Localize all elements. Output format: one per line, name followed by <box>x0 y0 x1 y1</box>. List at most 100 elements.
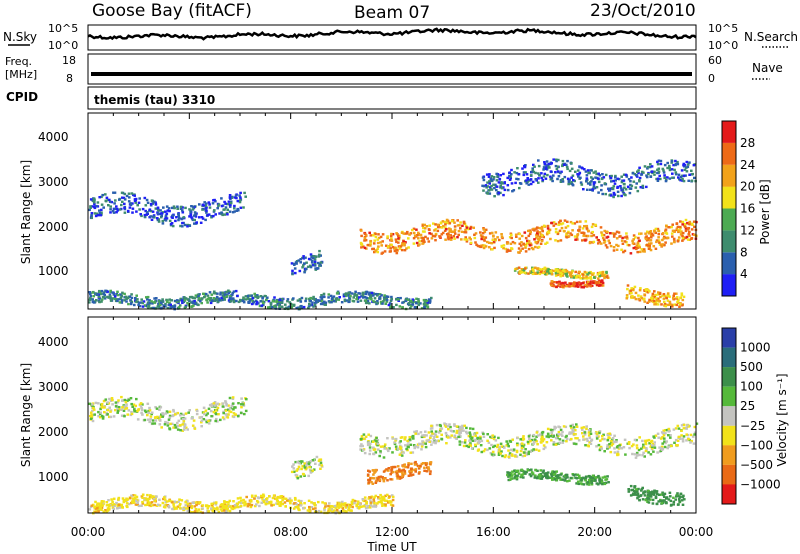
heatmap-cell <box>675 292 678 295</box>
heatmap-cell <box>283 501 287 504</box>
heatmap-cell <box>236 207 239 211</box>
heatmap-cell <box>98 196 101 199</box>
heatmap-cell <box>93 212 97 215</box>
heatmap-cell <box>133 199 137 203</box>
heatmap-cell <box>236 199 240 203</box>
heatmap-cell <box>588 474 591 478</box>
heatmap-cell <box>601 236 605 240</box>
heatmap-cell <box>165 212 169 215</box>
heatmap-cell <box>467 445 470 449</box>
heatmap-cell <box>168 427 171 430</box>
heatmap-cell <box>245 398 248 401</box>
heatmap-cell <box>428 224 431 227</box>
heatmap-cell <box>650 165 654 168</box>
heatmap-cell <box>436 223 440 226</box>
heatmap-cell <box>598 431 601 435</box>
heatmap-cell <box>545 476 548 479</box>
heatmap-cell <box>217 297 221 300</box>
heatmap-cell <box>314 462 317 465</box>
heatmap-cell <box>174 219 177 223</box>
heatmap-cell <box>197 295 200 298</box>
heatmap-cell <box>422 226 425 230</box>
heatmap-cell <box>421 440 424 443</box>
heatmap-cell <box>378 297 381 300</box>
heatmap-cell <box>307 257 311 261</box>
heatmap-cell <box>266 296 269 299</box>
heatmap-cell <box>601 173 604 176</box>
heatmap-cell <box>609 176 613 180</box>
heatmap-cell <box>635 446 639 450</box>
heatmap-cell <box>391 495 395 499</box>
freq-label-line2: [MHz] <box>5 68 37 81</box>
heatmap-cell <box>493 444 496 448</box>
heatmap-cell <box>532 442 535 446</box>
heatmap-cell <box>91 406 95 410</box>
heatmap-cell <box>597 474 600 478</box>
heatmap-cell <box>132 494 135 497</box>
heatmap-cell <box>294 460 297 464</box>
heatmap-cell <box>606 445 609 449</box>
heatmap-cell <box>351 498 355 502</box>
heatmap-cell <box>662 429 665 432</box>
heatmap-cell <box>259 300 263 303</box>
heatmap-cell <box>363 296 367 299</box>
heatmap-cell <box>389 473 392 476</box>
heatmap-cell <box>376 444 379 447</box>
heatmap-cell <box>389 234 393 238</box>
heatmap-cell <box>558 280 561 283</box>
heatmap-cell <box>533 238 536 241</box>
heatmap-cell <box>420 239 424 243</box>
heatmap-cell <box>201 504 205 507</box>
heatmap-cell <box>434 430 438 433</box>
heatmap-cell <box>450 430 454 433</box>
heatmap-cell <box>438 429 442 433</box>
heatmap-cell <box>88 208 91 212</box>
heatmap-cell <box>682 179 686 183</box>
heatmap-cell <box>311 469 314 472</box>
heatmap-cell <box>409 299 413 303</box>
heatmap-cell <box>608 432 612 435</box>
heatmap-cell <box>544 177 548 180</box>
heatmap-cell <box>649 234 653 238</box>
heatmap-cell <box>606 475 609 478</box>
heatmap-cell <box>670 160 674 163</box>
heatmap-cell <box>430 443 433 446</box>
heatmap-cell <box>238 200 242 204</box>
heatmap-cell <box>364 239 368 242</box>
heatmap-cell <box>267 300 271 303</box>
heatmap-cell <box>652 435 655 438</box>
heatmap-cell <box>623 249 627 253</box>
heatmap-cell <box>280 299 284 303</box>
heatmap-cell <box>537 473 541 477</box>
heatmap-cell <box>149 502 152 505</box>
heatmap-cell <box>261 300 265 303</box>
heatmap-cell <box>359 448 362 451</box>
heatmap-cell <box>400 454 404 457</box>
heatmap-cell <box>136 501 139 504</box>
heatmap-cell <box>681 178 684 181</box>
heatmap-cell <box>281 495 285 499</box>
heatmap-cell <box>91 291 94 294</box>
heatmap-cell <box>489 435 492 439</box>
heatmap-cell <box>610 444 614 447</box>
heatmap-cell <box>144 410 148 414</box>
heatmap-cell <box>134 297 137 300</box>
heatmap-cell <box>304 299 307 303</box>
heatmap-cell <box>195 503 198 507</box>
heatmap-cell <box>414 470 417 473</box>
heatmap-cell <box>206 214 209 217</box>
heatmap-cell <box>360 435 364 438</box>
heatmap-cell <box>595 482 599 485</box>
heatmap-cell <box>313 502 316 505</box>
heatmap-cell <box>573 235 577 238</box>
heatmap-cell <box>635 175 639 178</box>
heatmap-cell <box>220 197 223 200</box>
heatmap-cell <box>572 276 576 279</box>
heatmap-cell <box>406 298 410 301</box>
heatmap-cell <box>177 212 180 216</box>
heatmap-cell <box>224 510 228 513</box>
heatmap-cell <box>130 410 133 414</box>
power-frame <box>87 112 697 310</box>
heatmap-cell <box>130 412 134 416</box>
